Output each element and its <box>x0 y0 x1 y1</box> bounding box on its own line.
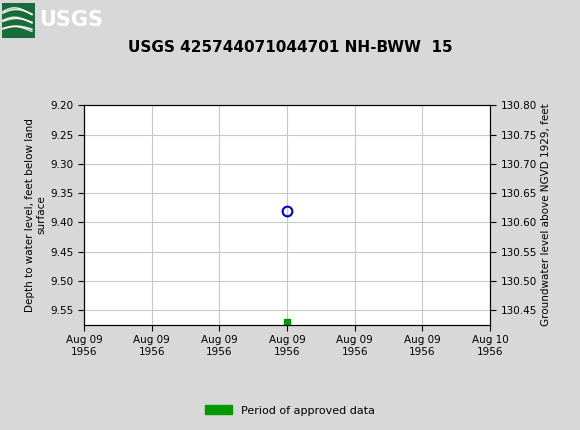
FancyBboxPatch shape <box>2 3 35 37</box>
Y-axis label: Depth to water level, feet below land
surface: Depth to water level, feet below land su… <box>25 118 46 312</box>
Legend: Period of approved data: Period of approved data <box>200 401 380 420</box>
Text: USGS: USGS <box>39 10 103 31</box>
Y-axis label: Groundwater level above NGVD 1929, feet: Groundwater level above NGVD 1929, feet <box>541 104 551 326</box>
Text: USGS 425744071044701 NH-BWW  15: USGS 425744071044701 NH-BWW 15 <box>128 40 452 55</box>
